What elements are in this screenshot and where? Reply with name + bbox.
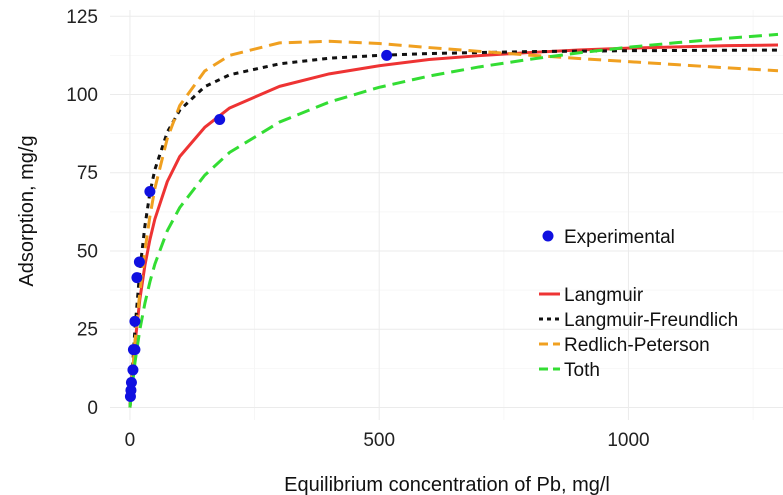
y-tick-label: 75	[77, 163, 98, 184]
experimental-data-point	[125, 384, 137, 396]
experimental-data-point	[214, 114, 226, 126]
experimental-data-point	[133, 256, 145, 268]
series-line-redlich-peterson	[128, 39, 779, 408]
fitted-curves	[128, 32, 779, 408]
experimental-data-point	[131, 272, 143, 284]
series-line-langmuir-freundlich	[128, 48, 779, 408]
x-tick-label: 1000	[607, 430, 649, 451]
experimental-data-point	[144, 186, 156, 198]
x-axis-title: Equilibrium concentration of Pb, mg/l	[284, 474, 610, 495]
series-line-toth	[128, 32, 779, 408]
legend-label-experimental: Experimental	[564, 227, 675, 248]
legend-label-toth: Toth	[564, 360, 600, 381]
y-tick-label: 0	[87, 398, 98, 419]
y-axis-title: Adsorption, mg/g	[16, 135, 38, 286]
x-tick-label: 0	[125, 430, 136, 451]
y-tick-label: 50	[77, 241, 98, 262]
experimental-data-point	[125, 376, 137, 388]
x-axis-tick-labels: 0 500 1000	[125, 430, 650, 451]
experimental-points	[124, 49, 393, 403]
y-tick-label: 125	[66, 7, 98, 28]
y-tick-label: 100	[66, 85, 98, 106]
grid	[110, 10, 783, 420]
x-tick-label: 500	[363, 430, 395, 451]
legend-label-langmuir-freundlich: Langmuir-Freundlich	[564, 310, 738, 331]
legend-key-experimental	[542, 230, 554, 242]
legend-label-redlich-peterson: Redlich-Peterson	[564, 335, 710, 356]
experimental-data-point	[129, 315, 141, 327]
legend: Experimental Langmuir Langmuir-Freundlich R…	[539, 227, 738, 381]
experimental-data-point	[381, 49, 393, 61]
experimental-data-point	[127, 364, 139, 376]
legend-label-langmuir: Langmuir	[564, 285, 644, 306]
y-tick-label: 25	[77, 320, 98, 341]
experimental-data-point	[129, 344, 141, 356]
y-axis-tick-labels: 0 25 50 75 100 125	[66, 7, 98, 419]
